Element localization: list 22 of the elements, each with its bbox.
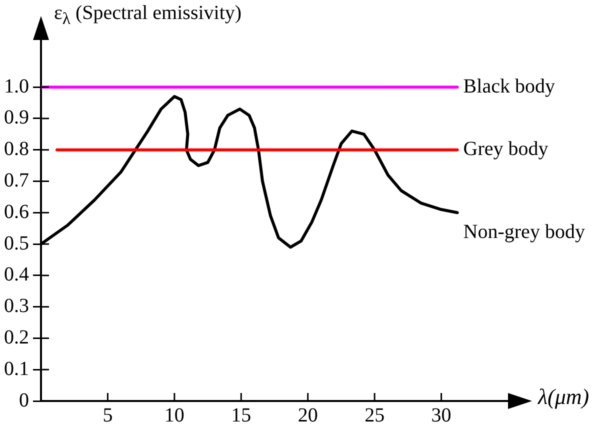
series-label: Black body	[463, 75, 555, 98]
x-tick-label: 15	[231, 404, 252, 426]
y-tick-label: 1.0	[4, 75, 29, 98]
y-axis-title: ε$_{λ}$ (Spectral emissivity)	[54, 2, 242, 29]
y-tick-label: 0.9	[4, 106, 29, 129]
y-tick-label: 0.6	[4, 200, 29, 223]
x-axis-title: λ(μm)	[538, 384, 590, 410]
y-tick-label: 0.3	[4, 295, 29, 318]
x-tick-label: 5	[102, 404, 113, 426]
y-tick-label: 0.7	[4, 170, 29, 192]
y-tick-label: 0	[19, 389, 29, 412]
y-tick-label: 0.4	[4, 264, 29, 286]
x-tick-label: 10	[164, 404, 184, 426]
x-tick-label: 20	[298, 404, 318, 426]
x-tick-label: 25	[364, 404, 385, 426]
series-label: Non-grey body	[463, 220, 585, 243]
y-tick-label: 0.5	[4, 232, 29, 254]
x-tick-label: 30	[431, 404, 452, 426]
y-tick-label: 0.2	[4, 326, 29, 348]
y-tick-label: 0.8	[4, 138, 29, 160]
series-label: Grey body	[463, 138, 548, 160]
y-tick-label: 0.1	[4, 358, 29, 380]
